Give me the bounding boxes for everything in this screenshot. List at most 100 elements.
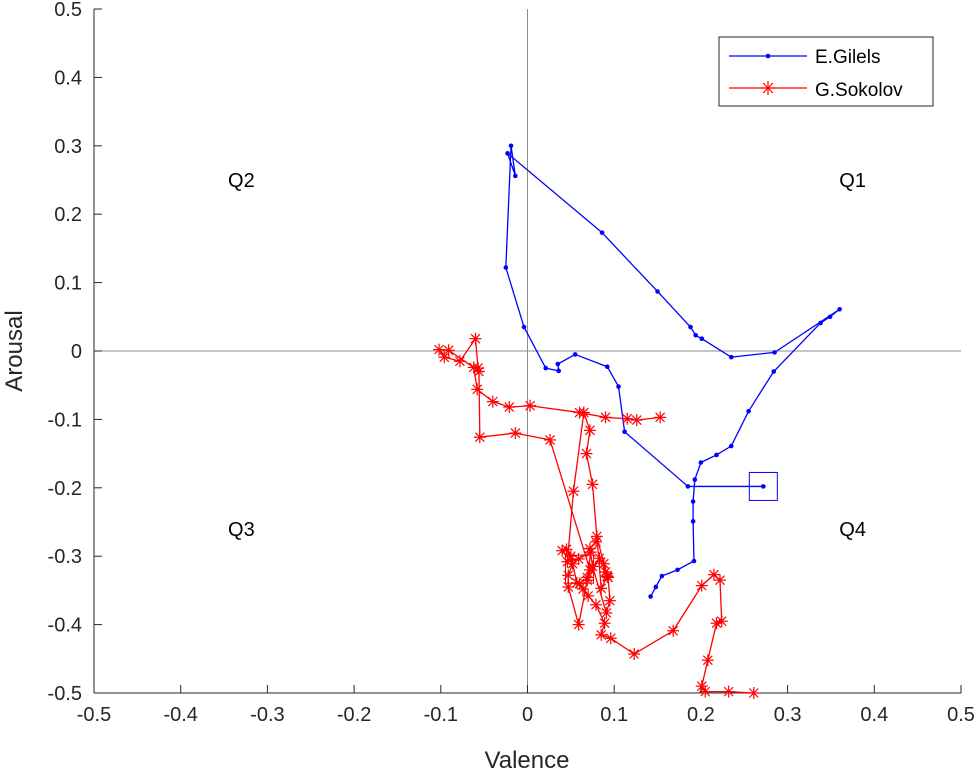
data-point: [728, 354, 734, 360]
data-point: [628, 648, 641, 661]
data-point: [690, 519, 696, 524]
data-point: [597, 557, 610, 570]
data-point: [695, 579, 708, 592]
data-point: [685, 484, 691, 489]
legend-label-sokolov: G.Sokolov: [815, 80, 903, 101]
data-point: [433, 343, 446, 356]
data-point: [692, 477, 698, 482]
data-point: [567, 485, 580, 498]
data-point: [486, 395, 499, 408]
end-point-marker: [565, 554, 595, 584]
data-point: [503, 265, 509, 270]
x-tick-label: 0.4: [860, 704, 888, 726]
quadrant-label-q3: Q3: [228, 519, 255, 541]
y-tick-label: 0: [71, 341, 82, 363]
data-point: [556, 544, 569, 557]
data-point: [471, 383, 484, 396]
data-point: [653, 584, 659, 590]
data-point: [701, 654, 714, 667]
data-point: [715, 615, 728, 628]
legend-marker-gilels: [765, 53, 771, 59]
data-point: [586, 478, 599, 491]
data-point: [827, 314, 833, 320]
data-point: [595, 628, 608, 641]
series-e-gilels: [503, 143, 842, 599]
data-point: [438, 351, 451, 364]
data-point: [772, 350, 777, 355]
data-point: [818, 320, 823, 326]
tick-labels: -0.5 -0.4 -0.3 -0.2 -0.1 0 0.1 0.2 0.3 0.4 0.5 0.5 0…: [48, 0, 975, 726]
data-point: [583, 563, 596, 576]
data-point: [837, 306, 842, 312]
end-point-marker: [748, 471, 778, 501]
data-point: [693, 332, 698, 338]
data-point: [453, 355, 466, 368]
data-point: [710, 617, 723, 630]
data-point: [622, 429, 627, 435]
data-point: [584, 546, 597, 559]
data-point: [543, 365, 549, 371]
data-point: [690, 499, 696, 504]
data-point: [654, 411, 667, 424]
data-point: [521, 324, 527, 330]
data-point: [604, 364, 610, 370]
data-point: [566, 557, 579, 570]
data-point: [583, 424, 596, 437]
data-point: [630, 414, 643, 427]
y-tick-label: -0.4: [48, 615, 82, 637]
x-tick-label: -0.2: [337, 704, 371, 726]
data-point: [598, 617, 611, 630]
y-tick-label: 0.1: [54, 273, 82, 295]
x-tick-label: -0.1: [424, 704, 458, 726]
data-point: [707, 568, 720, 581]
data-point: [573, 406, 586, 419]
data-point: [503, 401, 516, 414]
y-axis-label: Arousal: [1, 310, 28, 391]
quadrant-labels: Q1 Q2 Q3 Q4: [228, 170, 866, 541]
y-tick-label: 0.3: [54, 136, 82, 158]
data-point: [746, 408, 751, 414]
data-point: [699, 685, 712, 698]
data-point: [616, 384, 621, 389]
data-point: [688, 324, 693, 330]
y-tick-label: -0.5: [48, 683, 82, 705]
legend: E.Gilels G.Sokolov: [718, 36, 934, 107]
series-layer: [433, 143, 842, 699]
data-point: [513, 173, 518, 179]
y-tick-label: -0.2: [48, 478, 82, 500]
axes: [93, 8, 962, 694]
legend-marker-sokolov: [761, 81, 775, 95]
quadrant-label-q4: Q4: [839, 519, 866, 541]
data-point: [648, 594, 653, 599]
data-point: [561, 555, 574, 568]
x-tick-label: 0.2: [687, 704, 715, 726]
data-point: [505, 151, 510, 156]
quadrant-label-q1: Q1: [839, 170, 866, 192]
data-point: [728, 443, 734, 449]
data-point: [747, 687, 760, 699]
data-point: [599, 230, 605, 235]
x-tick-label: 0.1: [600, 704, 628, 726]
data-point: [509, 427, 522, 440]
x-tick-label: -0.4: [163, 704, 197, 726]
legend-box: [718, 36, 934, 107]
data-point: [603, 594, 616, 607]
x-tick-label: -0.3: [250, 704, 284, 726]
x-tick-label: -0.5: [77, 704, 111, 726]
data-point: [691, 558, 697, 564]
data-point: [655, 289, 660, 294]
data-point: [722, 685, 735, 698]
data-point: [600, 606, 613, 619]
data-point: [695, 680, 708, 693]
y-tick-label: -0.3: [48, 546, 82, 568]
data-point: [469, 332, 482, 345]
data-point: [556, 368, 562, 374]
data-point: [572, 618, 585, 631]
quadrant-label-q2: Q2: [228, 170, 255, 192]
data-point: [473, 431, 486, 444]
data-point: [604, 632, 617, 645]
data-point: [544, 433, 557, 446]
data-point: [761, 484, 766, 489]
y-tick-label: 0.5: [54, 0, 82, 21]
data-point: [508, 143, 514, 149]
